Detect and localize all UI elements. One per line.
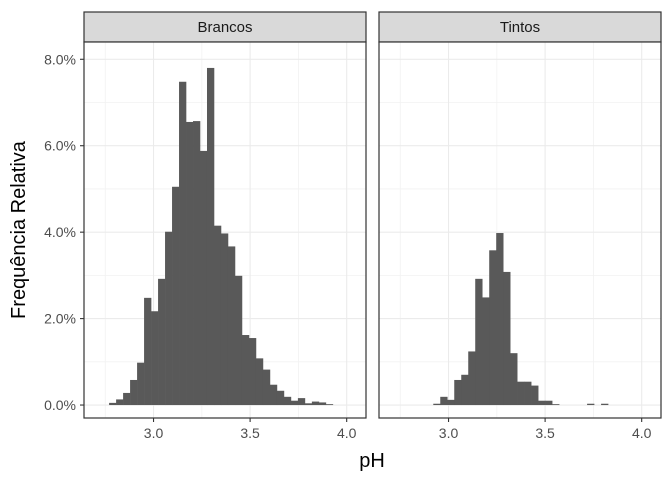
histogram-bar (186, 121, 194, 406)
histogram-bar (255, 358, 264, 406)
histogram-bar (552, 404, 560, 406)
histogram-bar (304, 403, 313, 406)
facet-strip-1 (83, 11, 367, 43)
y-tick-label: 4.0% (44, 224, 76, 240)
histogram-bar (318, 402, 327, 406)
x-axis-1: 3.0 3.5 4.0 (144, 418, 357, 441)
histogram-bar (524, 381, 532, 406)
x-tick-label: 3.5 (535, 425, 555, 441)
x-tick-label: 3.0 (144, 425, 164, 441)
y-axis-title: Frequência Relativa (8, 140, 30, 319)
histogram-bar (489, 250, 497, 406)
histogram-bar (200, 150, 208, 406)
histogram-bar (241, 335, 250, 406)
y-tick-label: 2.0% (44, 311, 76, 327)
histogram-bar (482, 297, 490, 406)
histogram-bar (179, 81, 187, 406)
histogram-bar (468, 351, 476, 406)
x-tick-label: 3.0 (439, 425, 459, 441)
x-axis-2: 3.0 3.5 4.0 (439, 418, 652, 441)
histogram-bar (325, 404, 334, 406)
x-tick-label: 3.5 (240, 425, 260, 441)
x-tick-label: 4.0 (632, 425, 652, 441)
histogram-bar (311, 401, 320, 406)
histogram-bar (276, 390, 285, 406)
facet-panel-2: Tintos (378, 11, 662, 419)
facet-panel-1: Brancos (83, 11, 367, 419)
histogram-bar (461, 374, 469, 406)
panel-border-1 (83, 41, 367, 419)
x-tick-label: 4.0 (337, 425, 357, 441)
histogram-bar (496, 233, 504, 406)
histogram-bar (587, 403, 595, 406)
y-tick-label: 0.0% (44, 397, 76, 413)
histogram-bar (440, 396, 448, 406)
histogram-bar (144, 297, 152, 406)
histogram-bar (137, 362, 145, 406)
histogram-bar (123, 392, 131, 406)
histogram-bar (510, 353, 518, 406)
histogram-bar (517, 381, 525, 406)
panel-background-2 (379, 42, 661, 418)
histogram-bar (116, 399, 124, 406)
histogram-bar (531, 385, 539, 406)
histogram-bar (454, 379, 462, 406)
facet-strip-2 (378, 11, 662, 43)
histogram-bar (172, 186, 180, 406)
y-tick-label: 8.0% (44, 51, 76, 67)
histogram-bar (206, 67, 215, 406)
histogram-bar (227, 246, 236, 406)
histogram-bar (158, 278, 166, 406)
histogram-bar (283, 396, 292, 406)
histogram-bar (262, 369, 271, 406)
histogram-bar (269, 384, 278, 406)
histogram-bar (545, 400, 553, 406)
histogram-bar (447, 399, 455, 406)
facet-label-2: Tintos (500, 19, 540, 36)
histogram-bar (220, 233, 229, 406)
histogram-bar (503, 271, 511, 406)
histogram-bar (130, 379, 138, 406)
facet-label-1: Brancos (197, 19, 252, 36)
histogram-bar (290, 400, 299, 406)
histogram-bar (193, 121, 201, 406)
histogram-bar (433, 403, 441, 406)
panel-border-2 (378, 41, 662, 419)
bars-1 (109, 67, 334, 406)
x-axis-title: pH (359, 450, 385, 472)
histogram-bar (234, 275, 243, 406)
histogram-bar (475, 278, 483, 406)
y-axis: 0.0% 2.0% 4.0% 6.0% 8.0% (44, 51, 84, 413)
histogram-bar (165, 231, 173, 406)
bars-2 (433, 233, 609, 406)
histogram-bar (213, 225, 222, 406)
histogram-bar (538, 400, 546, 406)
histogram-bar (297, 398, 306, 406)
histogram-bar (601, 403, 609, 406)
histogram-bar (248, 338, 257, 406)
histogram-bar (109, 402, 117, 406)
histogram-bar (151, 311, 159, 406)
y-tick-label: 6.0% (44, 138, 76, 154)
